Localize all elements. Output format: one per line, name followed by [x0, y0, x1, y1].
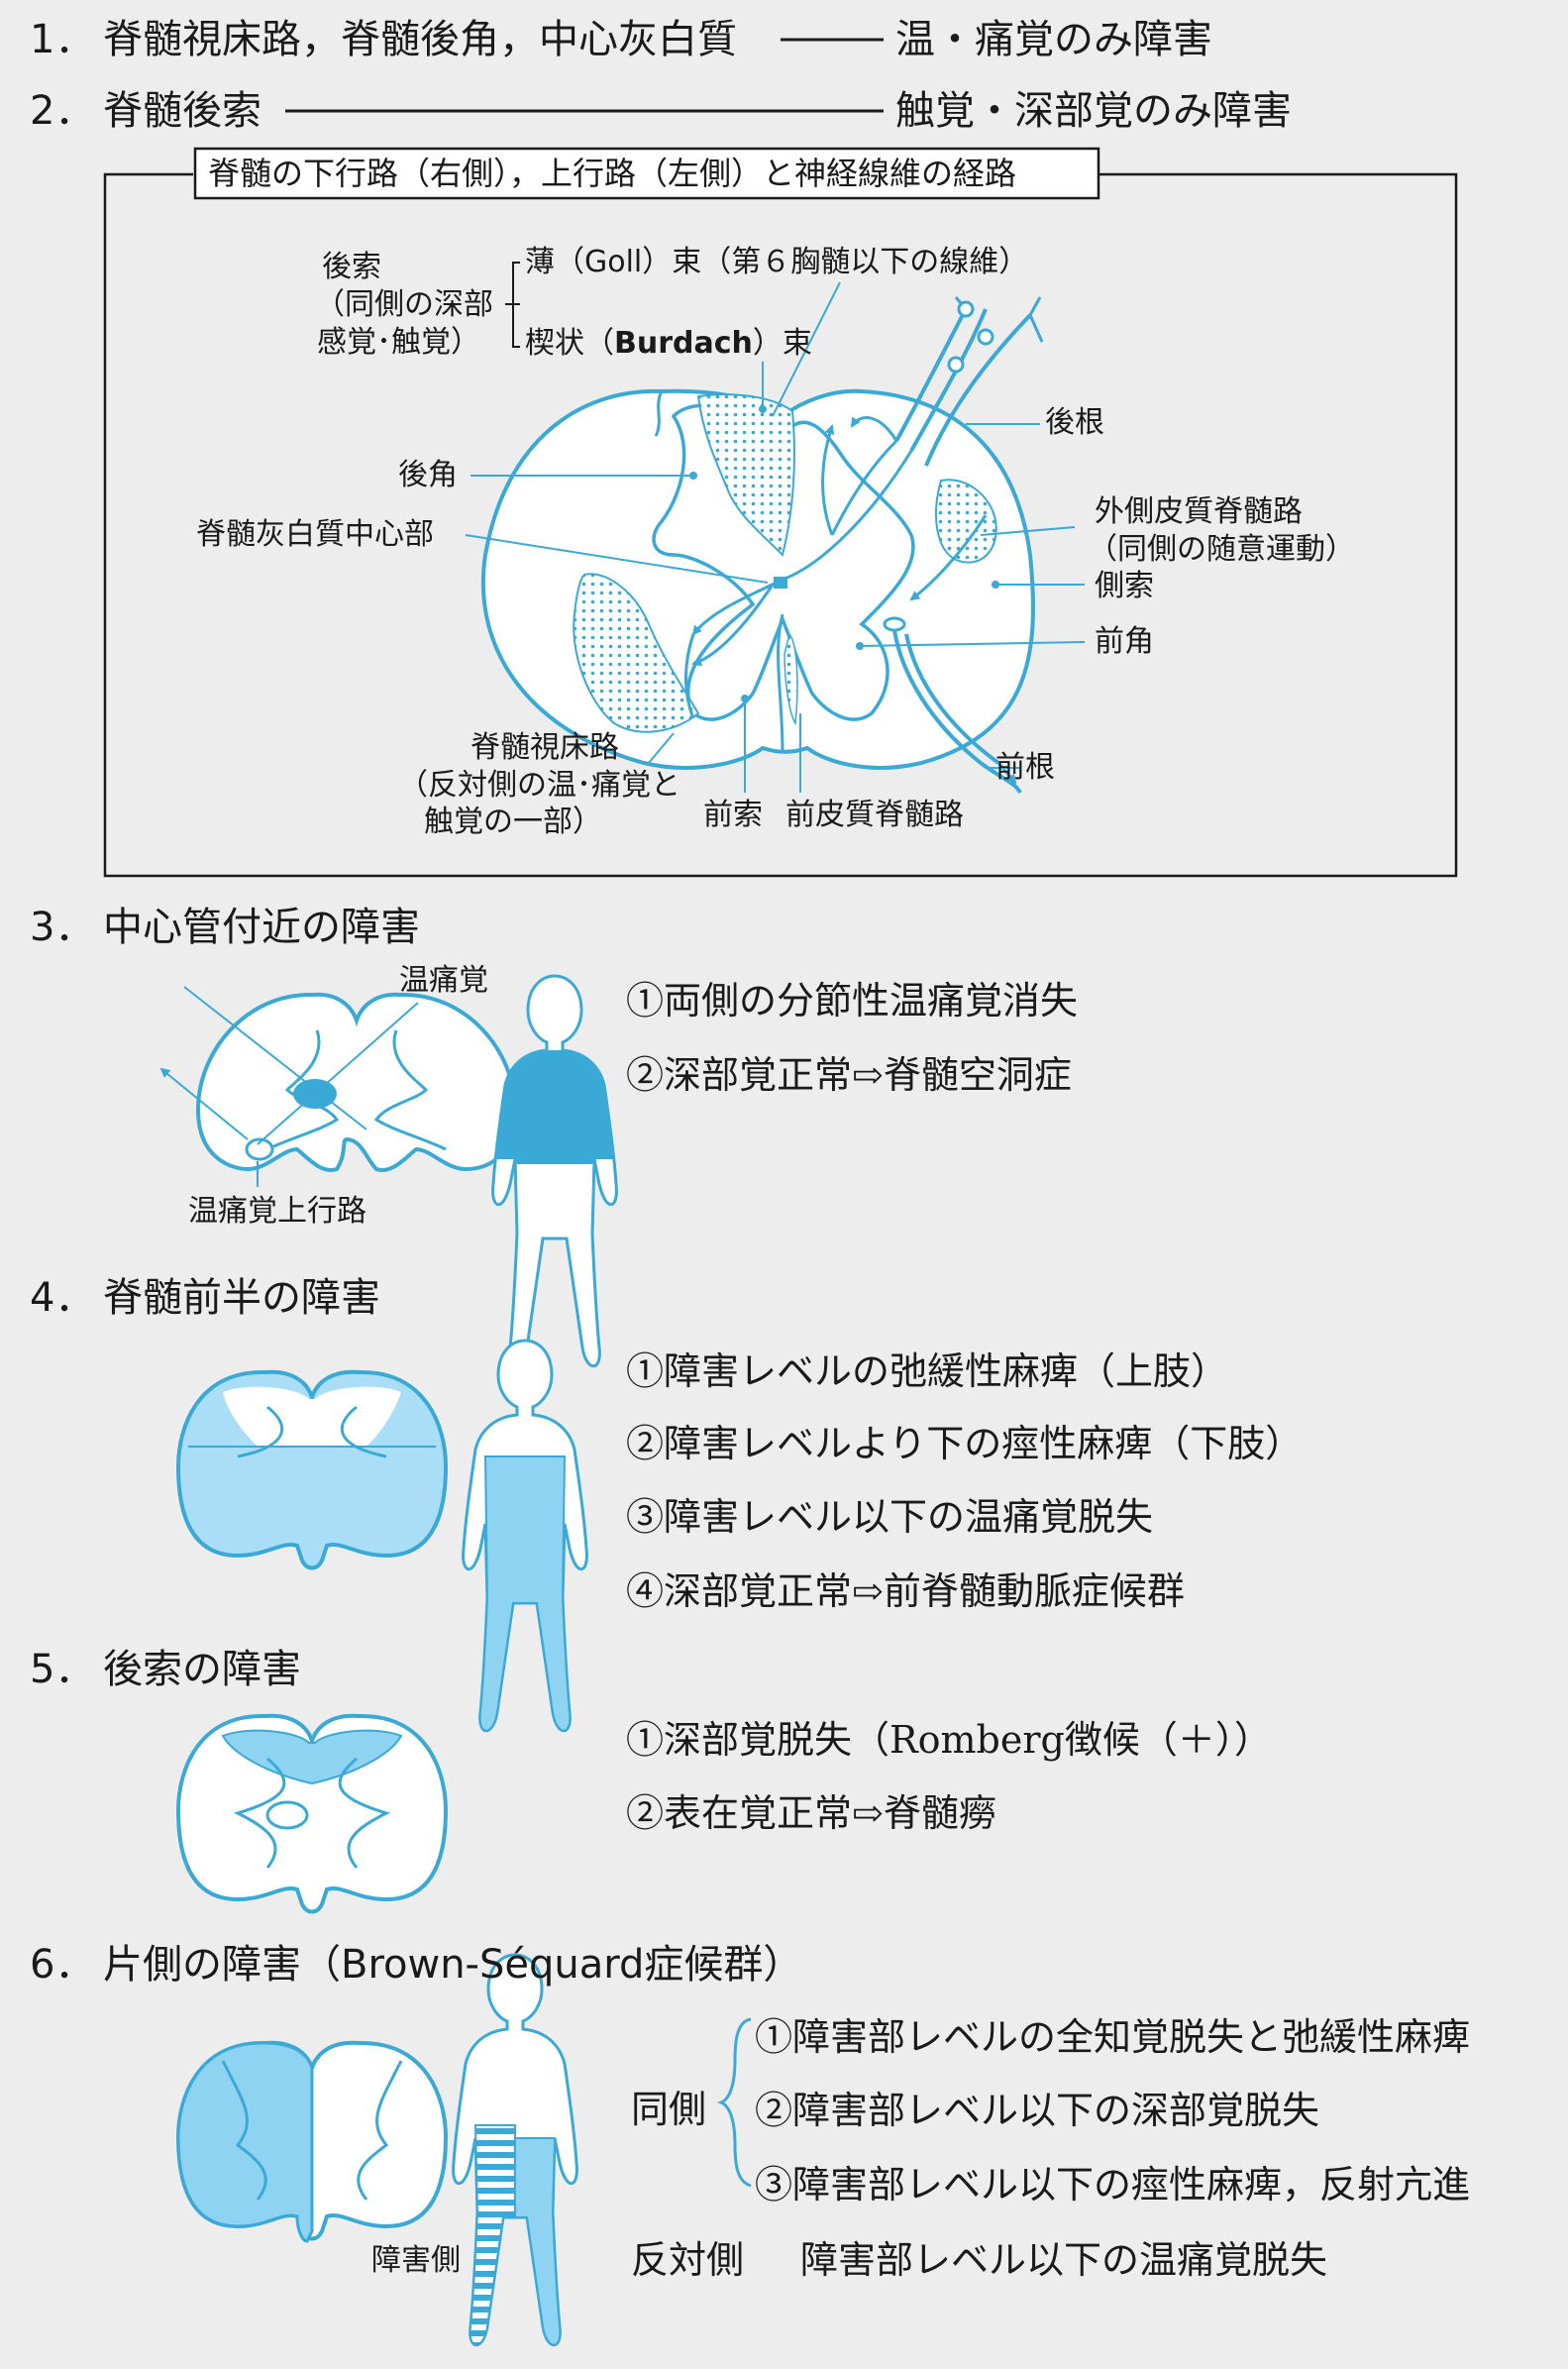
s6-item-3: ③障害部レベル以下の痙性麻痺，反射亢進 — [755, 2163, 1471, 2207]
label-lateral-column: 側索 — [1095, 569, 1154, 603]
s3-body — [491, 974, 618, 1368]
s3-cord — [159, 986, 518, 1187]
s4-number: 4． — [30, 1275, 95, 1321]
label-posterior-column-sub2: 感覚･触覚） — [317, 325, 480, 360]
label-spinothalamic-sub1: （反対側の温･痛覚と — [398, 768, 680, 803]
label-burdach: 楔状（Burdach）束 — [525, 326, 812, 361]
s3-title: 中心管付近の障害 — [103, 905, 420, 950]
s4-item-1: ①障害レベルの弛緩性麻痺（上肢） — [626, 1349, 1229, 1393]
label-ventral-root: 前根 — [995, 750, 1055, 785]
s2-number: 2． — [30, 88, 95, 134]
label-goll: 薄（Goll）束（第６胸髄以下の線維） — [525, 245, 1029, 279]
s5-item-1: ①深部覚脱失（Romberg徴候（＋）） — [626, 1718, 1272, 1762]
s4-item-4: ④深部覚正常⇨前脊髄動脈症候群 — [626, 1569, 1185, 1613]
s6-ipsi-brace — [716, 2017, 752, 2188]
s2-result: 触覚・深部覚のみ障害 — [895, 88, 1292, 134]
label-spinothalamic-sub2: 触覚の一部） — [424, 805, 602, 839]
s6-ipsi-label: 同側 — [631, 2088, 707, 2131]
s4-cord — [175, 1369, 449, 1570]
label-anterior-horn: 前角 — [1095, 624, 1154, 659]
s4-body — [462, 1339, 588, 1733]
s6-contra-item: 障害部レベル以下の温痛覚脱失 — [800, 2238, 1328, 2282]
s6-body — [452, 1953, 578, 2347]
label-posterior-column: 後索 — [322, 250, 381, 284]
s5-title: 後索の障害 — [103, 1647, 301, 1692]
s5-item-2: ②表在覚正常⇨脊髄癆 — [626, 1791, 996, 1835]
s6-item-1: ①障害部レベルの全知覚脱失と弛緩性麻痺 — [755, 2015, 1471, 2059]
label-spinothalamic: 脊髄視床路 — [470, 730, 619, 765]
label-anterior-column: 前索 — [703, 798, 763, 832]
s4-item-3: ③障害レベル以下の温痛覚脱失 — [626, 1495, 1154, 1539]
s6-side-label: 障害側 — [371, 2243, 461, 2278]
s6-title: 片側の障害（Brown-Séquard症候群） — [103, 1942, 803, 1988]
s1-title: 脊髄視床路，脊髄後角，中心灰白質 — [103, 17, 737, 62]
s5-number: 5． — [30, 1647, 95, 1692]
label-central-gray: 脊髄灰白質中心部 — [196, 517, 434, 552]
main-diagram — [103, 147, 1458, 878]
s3-item-1: ①両側の分節性温痛覚消失 — [626, 979, 1079, 1023]
label-posterior-horn: 後角 — [398, 458, 458, 492]
diagram-title: 脊髄の下行路（右側），上行路（左側）と神経線維の経路 — [208, 155, 1017, 192]
label-lateral-cst: 外側皮質脊髄路 — [1095, 494, 1303, 529]
s2-title: 脊髄後索 — [103, 88, 261, 134]
label-lateral-cst-sub: （同側の随意運動） — [1088, 532, 1355, 567]
s1-number: 1． — [30, 17, 95, 62]
diagram-title-box — [193, 147, 1100, 200]
s4-item-2: ②障害レベルより下の痙性麻痺（下肢） — [626, 1422, 1304, 1465]
s3-item-2: ②深部覚正常⇨脊髄空洞症 — [626, 1053, 1072, 1097]
s4-title: 脊髄前半の障害 — [103, 1275, 380, 1321]
label-dorsal-root: 後根 — [1045, 405, 1104, 440]
s5-cord — [175, 1713, 449, 1914]
s6-contra-label: 反対側 — [631, 2238, 745, 2282]
label-posterior-column-sub1: （同側の深部 — [315, 287, 493, 322]
s6-item-2: ②障害部レベル以下の深部覚脱失 — [755, 2089, 1320, 2132]
label-anterior-cst: 前皮質脊髄路 — [785, 798, 964, 832]
s3-number: 3． — [30, 905, 95, 950]
s3-label-bottom: 温痛覚上行路 — [188, 1194, 366, 1229]
s6-number: 6． — [30, 1942, 95, 1988]
s3-label-top: 温痛覚 — [399, 963, 488, 998]
s1-result: 温・痛覚のみ障害 — [895, 17, 1212, 62]
s6-cord — [175, 2040, 449, 2243]
